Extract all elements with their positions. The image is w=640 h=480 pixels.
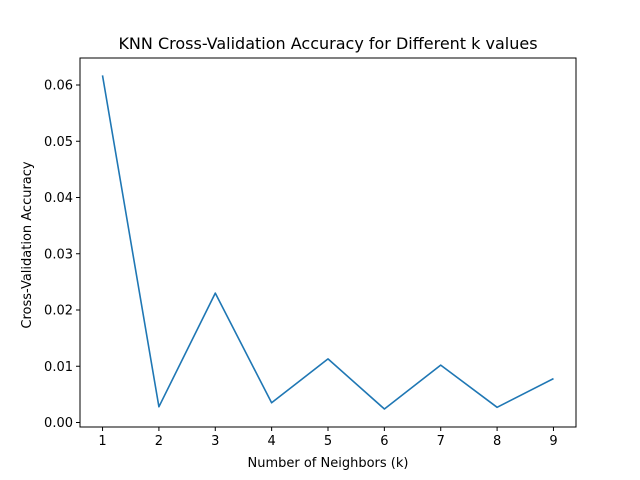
x-tick-label: 1 xyxy=(98,434,106,449)
x-axis-label: Number of Neighbors (k) xyxy=(248,456,409,471)
series-line-0 xyxy=(101,75,554,410)
x-tick-label: 3 xyxy=(211,434,219,449)
y-tick-label: 0.04 xyxy=(44,191,73,206)
x-tick-label: 9 xyxy=(549,434,557,449)
plot-area: 1 2 3 4 5 6 7 8 9 0.00 0.01 0.02 0.03 0.04 0.05 0.06 xyxy=(44,57,577,449)
y-tick-label: 0.03 xyxy=(44,247,73,262)
y-tick-label: 0.01 xyxy=(44,360,73,375)
y-tick-label: 0.02 xyxy=(44,304,73,319)
y-tick-label: 0.06 xyxy=(44,79,73,94)
x-tick-label: 8 xyxy=(493,434,501,449)
chart-title: KNN Cross-Validation Accuracy for Differ… xyxy=(118,34,537,53)
x-tick-label: 4 xyxy=(267,434,275,449)
x-tick-label: 6 xyxy=(380,434,388,449)
y-axis-label: Cross-Validation Accuracy xyxy=(20,161,35,329)
x-tick-label: 2 xyxy=(155,434,163,449)
y-tick-label: 0.00 xyxy=(44,416,73,431)
x-tick-label: 7 xyxy=(437,434,445,449)
x-tick-label: 5 xyxy=(324,434,332,449)
y-tick-label: 0.05 xyxy=(44,135,73,150)
